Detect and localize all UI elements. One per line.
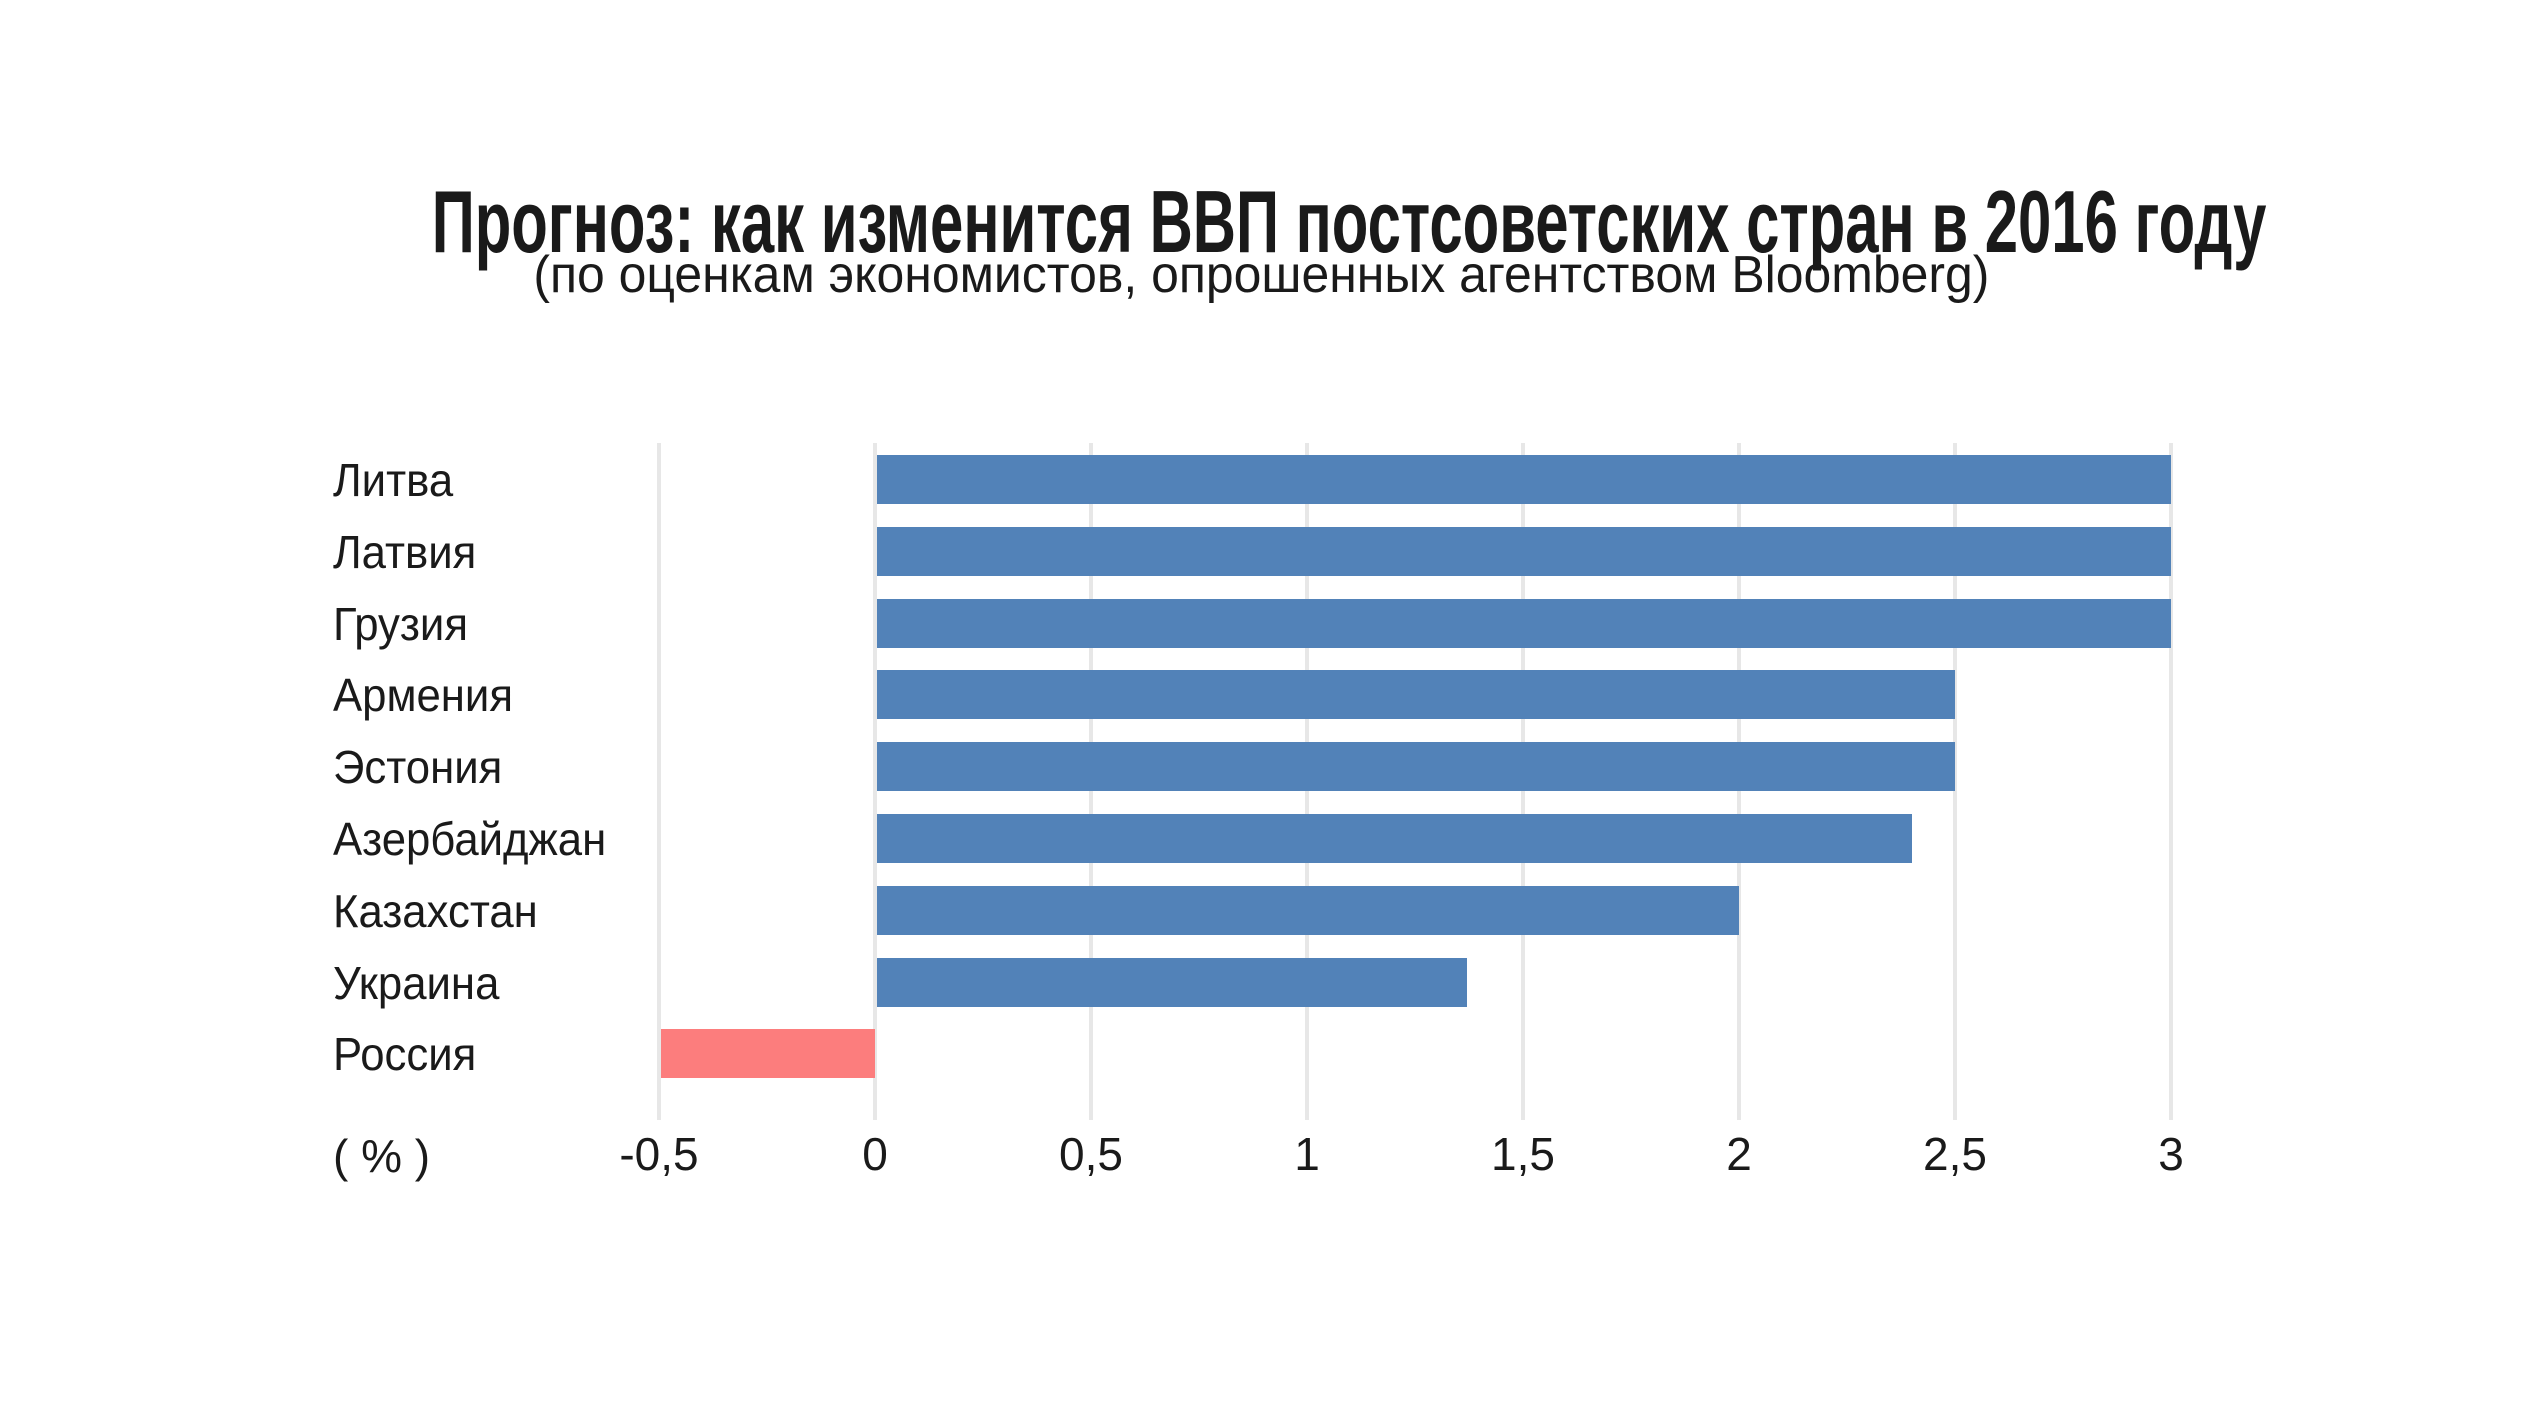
chart-title-text: Прогноз: как изменится ВВП постсоветских… bbox=[431, 172, 2267, 271]
x-tick-label: 0 bbox=[862, 1128, 888, 1180]
x-tick-label: 0,5 bbox=[1059, 1128, 1123, 1180]
gdp-bar bbox=[877, 814, 1912, 863]
country-label: Грузия bbox=[333, 597, 468, 650]
country-label: Азербайджан bbox=[333, 812, 607, 865]
chart-title: Прогноз: как изменится ВВП постсоветских… bbox=[0, 178, 2523, 266]
gdp-bar bbox=[661, 1029, 875, 1078]
gdp-bar bbox=[877, 670, 1955, 719]
country-label: Литва bbox=[333, 453, 454, 506]
x-tick-label: 1,5 bbox=[1491, 1128, 1555, 1180]
gridline bbox=[657, 443, 661, 1120]
x-tick-label: -0,5 bbox=[619, 1128, 699, 1180]
gdp-bar bbox=[877, 958, 1467, 1007]
x-tick-label: 1 bbox=[1294, 1128, 1320, 1180]
country-label: Эстония bbox=[333, 740, 503, 793]
country-label: Армения bbox=[333, 668, 514, 721]
chart-subtitle: (по оценкам экономистов, опрошенных аген… bbox=[0, 245, 2523, 305]
x-tick-label: 2 bbox=[1726, 1128, 1752, 1180]
x-tick-label: 2,5 bbox=[1923, 1128, 1987, 1180]
chart-subtitle-text: (по оценкам экономистов, опрошенных аген… bbox=[533, 246, 1990, 304]
country-label: Россия bbox=[333, 1027, 477, 1080]
axis-unit-label: ( % ) bbox=[333, 1130, 431, 1182]
gridline bbox=[873, 443, 877, 1120]
x-tick-label: 3 bbox=[2158, 1128, 2184, 1180]
gdp-bar bbox=[877, 527, 2171, 576]
gdp-bar bbox=[877, 599, 2171, 648]
gdp-bar bbox=[877, 455, 2171, 504]
gdp-bar bbox=[877, 742, 1955, 791]
gridline bbox=[2169, 443, 2173, 1120]
gridline bbox=[1953, 443, 1957, 1120]
country-label: Украина bbox=[333, 956, 500, 1009]
country-label: Казахстан bbox=[333, 884, 538, 937]
gdp-bar bbox=[877, 886, 1739, 935]
country-label: Латвия bbox=[333, 525, 477, 578]
